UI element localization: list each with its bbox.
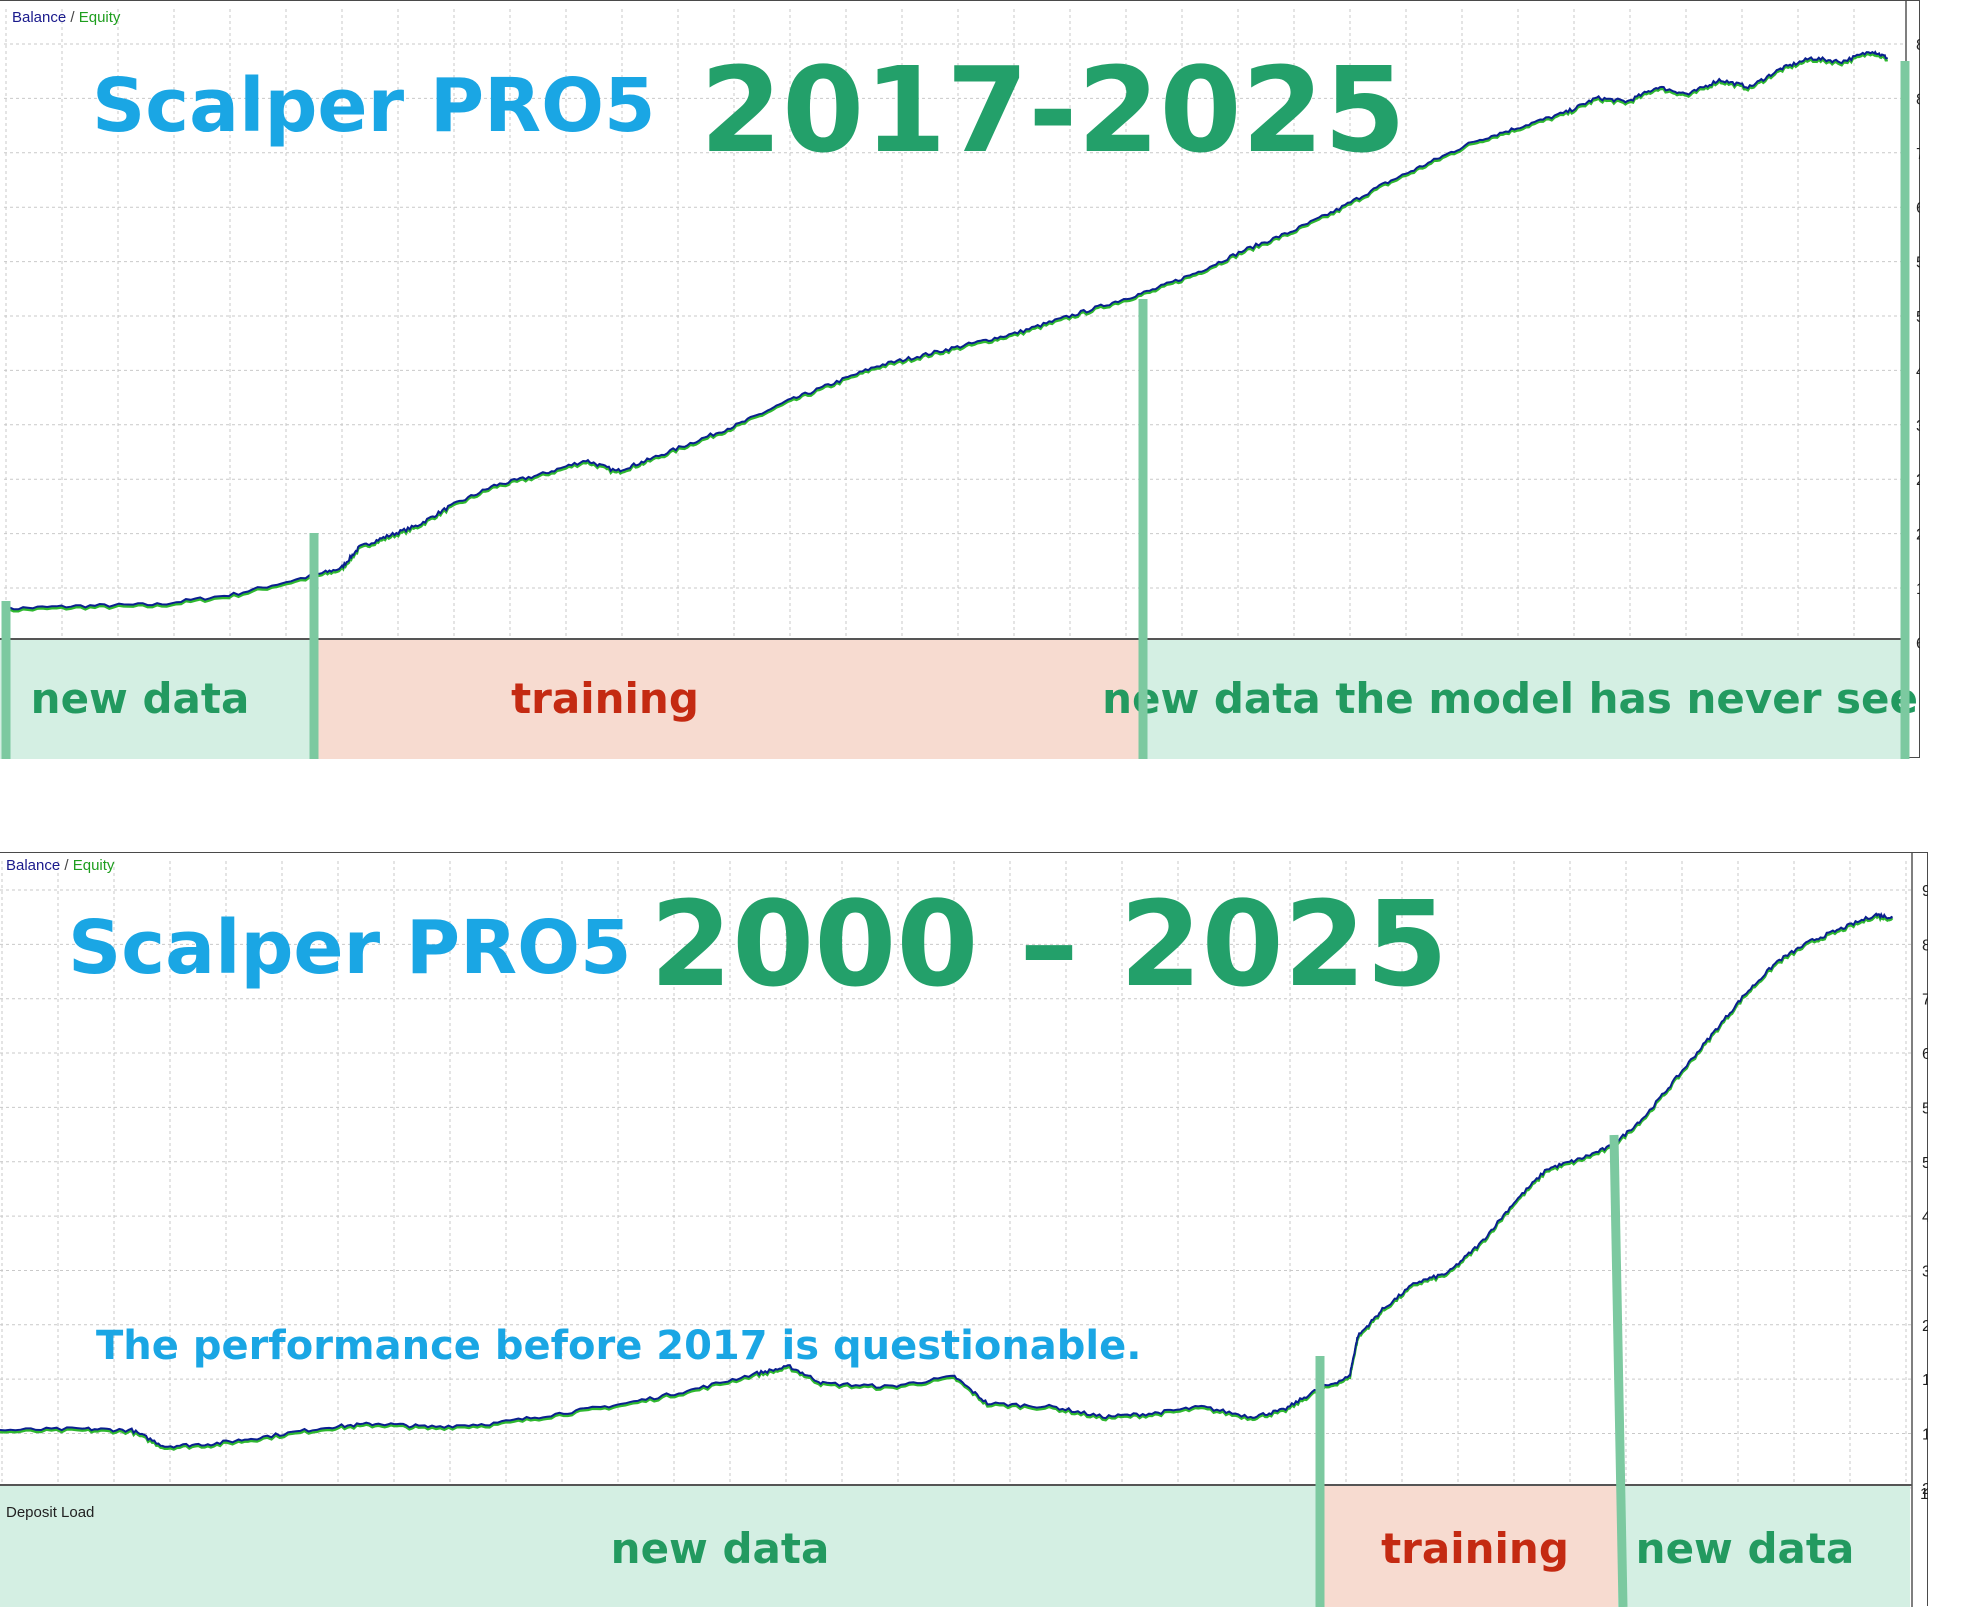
zone-label: training bbox=[1381, 1524, 1569, 1573]
y-tick-label: 1362 bbox=[1916, 581, 1920, 598]
legend-separator: / bbox=[70, 9, 75, 26]
deposit-load-value: 10.0% bbox=[1920, 1486, 1928, 1503]
chart-panel-top: 8878 8126 7375 6623 5872 5120 4368 3617 2865 2114… bbox=[0, 0, 1920, 759]
zone-label: training bbox=[511, 674, 699, 723]
y-tick-label: 8126 bbox=[1916, 91, 1920, 108]
legend-bottom: Balance / Equity bbox=[6, 857, 114, 874]
series-balance-line bbox=[3, 50, 1888, 612]
legend-balance: Balance bbox=[6, 857, 61, 874]
zone-label: new data bbox=[611, 1524, 830, 1573]
zone-label: new data bbox=[31, 674, 250, 723]
deposit-load-label: Deposit Load bbox=[6, 1504, 95, 1521]
chart-title: Scalper PRO5 bbox=[68, 905, 632, 991]
chart-title: Scalper PRO5 bbox=[92, 63, 656, 149]
zone-label: new data the model has never seen bbox=[1102, 674, 1920, 723]
y-tick-label: 6623 bbox=[1916, 200, 1920, 217]
chart-plot-top: 8878 8126 7375 6623 5872 5120 4368 3617 2865 2114… bbox=[0, 1, 1920, 759]
y-tick-label: 6662 bbox=[1922, 1046, 1928, 1063]
y-tick-label: 2114 bbox=[1916, 527, 1920, 544]
y-tick-label: 4368 bbox=[1916, 363, 1920, 380]
chart-panel-bottom: 9070 8268 7465 6662 5860 5057 4255 3452 2649 1847… bbox=[0, 852, 1928, 1607]
zone-train bbox=[1320, 1485, 1618, 1607]
y-tick-label: 1847 bbox=[1922, 1372, 1928, 1389]
y-tick-label: 4255 bbox=[1922, 1209, 1928, 1226]
series-equity-line bbox=[3, 51, 1889, 614]
legend-balance: Balance bbox=[12, 9, 67, 26]
period-title: 2000 – 2025 bbox=[650, 875, 1448, 1013]
y-tick-label: 241 bbox=[1922, 1481, 1928, 1498]
annotation-note: The performance before 2017 is questiona… bbox=[96, 1323, 1142, 1369]
y-tick-label: 8268 bbox=[1922, 937, 1928, 954]
y-tick-label: 7465 bbox=[1922, 992, 1928, 1009]
series-balance-line bbox=[0, 912, 1894, 1449]
legend-equity: Equity bbox=[72, 857, 115, 874]
y-tick-label: 5872 bbox=[1916, 255, 1920, 272]
period-title: 2017-2025 bbox=[700, 41, 1406, 179]
zone-new bbox=[0, 1485, 1320, 1607]
legend-equity: Equity bbox=[78, 9, 121, 26]
zone-train bbox=[310, 639, 1140, 759]
y-tick-label: 1044 bbox=[1922, 1427, 1928, 1444]
period-marker bbox=[1609, 1134, 1628, 1607]
chart-plot-bottom: 9070 8268 7465 6662 5860 5057 4255 3452 2649 1847… bbox=[0, 853, 1928, 1607]
zone-new bbox=[0, 639, 310, 759]
y-tick-label: 611 bbox=[1916, 635, 1920, 652]
y-tick-label: 5860 bbox=[1922, 1100, 1928, 1117]
legend-separator: / bbox=[64, 857, 69, 874]
y-tick-label: 3452 bbox=[1922, 1263, 1928, 1280]
y-tick-label: 7375 bbox=[1916, 146, 1920, 163]
y-tick-label: 5120 bbox=[1916, 309, 1920, 326]
zone-new bbox=[1618, 1485, 1910, 1607]
y-tick-label: 5057 bbox=[1922, 1155, 1928, 1172]
y-tick-label: 2865 bbox=[1916, 472, 1920, 489]
y-tick-label: 3617 bbox=[1916, 418, 1920, 435]
zone-label: new data bbox=[1636, 1524, 1855, 1573]
y-tick-label: 8878 bbox=[1916, 37, 1920, 54]
zone-new bbox=[1140, 639, 1905, 759]
y-tick-label: 9070 bbox=[1922, 883, 1928, 900]
series-equity-line bbox=[0, 913, 1894, 1451]
legend-top: Balance / Equity bbox=[12, 9, 120, 26]
y-tick-label: 2649 bbox=[1922, 1318, 1928, 1335]
